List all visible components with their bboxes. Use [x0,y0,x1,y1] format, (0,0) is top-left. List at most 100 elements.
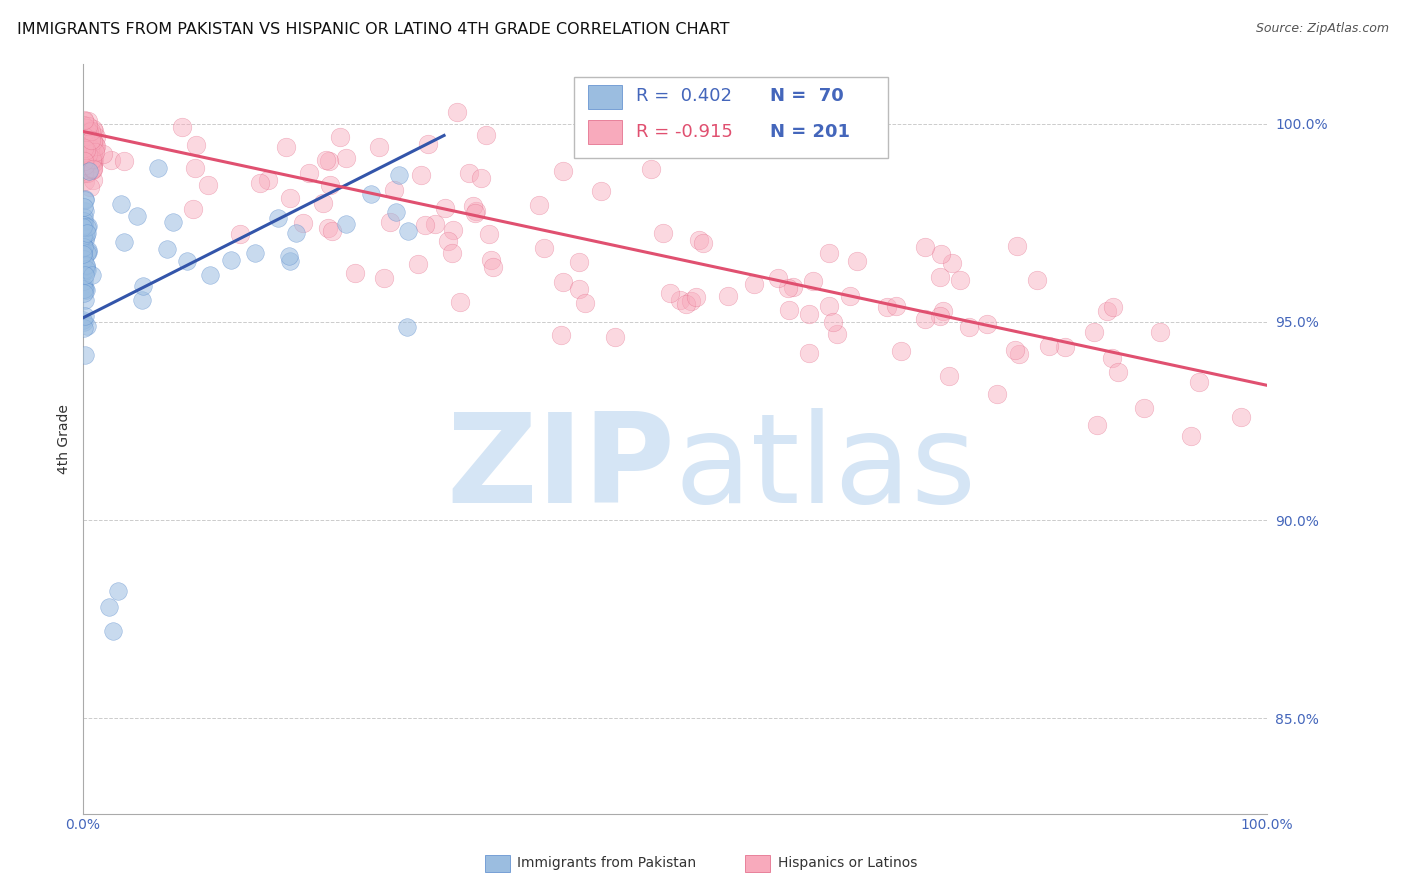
Point [79,145,101,160]
Point [527,198,550,212]
Point [73,147,96,161]
Point [75,233,97,247]
Point [914,239,936,253]
Point [98,600,121,615]
Point [73,278,96,293]
Point [76,133,98,147]
Point [423,217,446,231]
Point [440,246,463,260]
Point [949,273,972,287]
Point [928,269,950,284]
Point [72,228,94,243]
Point [688,234,710,248]
Point [101,624,124,639]
Point [77,125,100,139]
Point [651,226,673,240]
Point [73,240,96,254]
Point [436,234,458,248]
Point [481,253,503,268]
Point [75,260,97,274]
Point [418,136,440,151]
Point [73,285,96,300]
Point [284,226,307,240]
Point [76,126,98,140]
Point [75,139,97,153]
Point [72,200,94,214]
Point [675,297,697,311]
Text: N =  70: N = 70 [769,87,844,105]
Point [782,280,804,294]
Point [77,114,100,128]
Point [181,202,204,217]
Point [146,161,169,175]
Point [914,311,936,326]
Point [449,295,471,310]
Point [76,136,98,150]
Point [72,141,94,155]
Point [84,145,107,159]
Point [278,250,301,264]
Point [73,315,96,329]
Point [83,138,105,153]
Point [72,152,94,166]
Point [929,247,952,261]
Point [574,296,596,310]
Point [82,134,104,148]
Point [73,156,96,170]
Point [274,140,297,154]
Point [73,146,96,161]
Point [409,168,432,182]
Point [82,162,104,177]
Point [80,134,103,148]
Point [77,245,100,260]
Point [72,274,94,288]
Point [82,144,104,158]
Point [825,326,848,341]
Point [76,145,98,160]
Point [75,135,97,149]
Point [838,289,860,303]
Point [668,293,690,308]
Point [441,222,464,236]
FancyBboxPatch shape [574,77,889,158]
Text: Immigrants from Pakistan: Immigrants from Pakistan [517,856,696,871]
Point [83,152,105,166]
Point [72,236,94,251]
Point [73,310,96,324]
Point [72,246,94,260]
Point [73,145,96,159]
Point [591,184,613,198]
Point [229,227,252,242]
Point [72,230,94,244]
Point [1149,326,1171,340]
Point [100,153,122,167]
Point [876,301,898,315]
Point [1008,347,1031,361]
Point [82,268,104,283]
Point [176,254,198,268]
Point [75,282,97,296]
Point [335,151,357,165]
Point [80,146,103,161]
Text: IMMIGRANTS FROM PAKISTAN VS HISPANIC OR LATINO 4TH GRADE CORRELATION CHART: IMMIGRANTS FROM PAKISTAN VS HISPANIC OR … [17,22,730,37]
Point [127,209,149,223]
Point [76,262,98,277]
Point [343,266,366,280]
Point [659,286,682,301]
Y-axis label: 4th Grade: 4th Grade [58,404,72,474]
Point [605,330,627,344]
Point [446,104,468,119]
Point [679,293,702,308]
Point [79,123,101,137]
Point [75,136,97,150]
Point [73,293,96,307]
Point [73,210,96,224]
Point [77,119,100,133]
Point [1097,303,1119,318]
Point [1004,343,1026,358]
Point [797,307,820,321]
FancyBboxPatch shape [589,85,621,109]
Point [845,253,868,268]
Point [249,176,271,190]
Point [976,317,998,331]
